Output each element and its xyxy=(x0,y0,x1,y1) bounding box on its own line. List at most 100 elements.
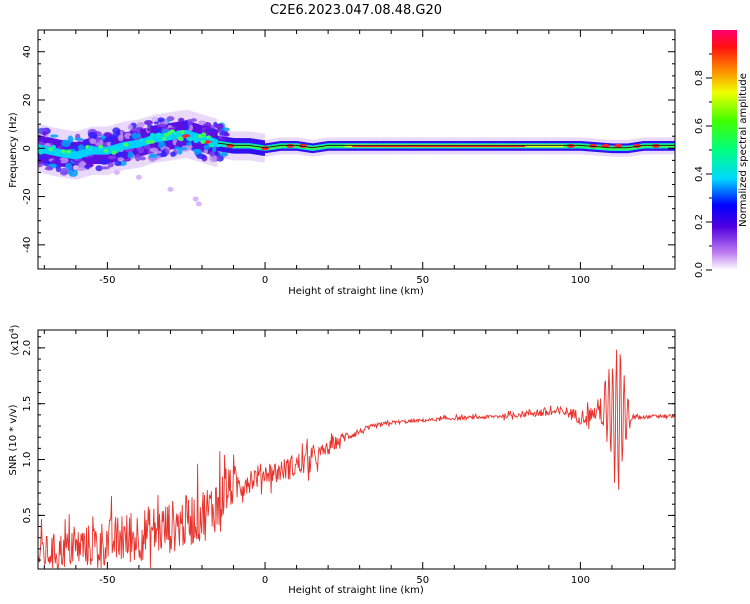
heat-inner xyxy=(640,144,644,148)
heat-trace-line xyxy=(217,142,675,149)
heat-peak xyxy=(372,145,376,148)
heat-peak xyxy=(470,145,474,148)
heat-core xyxy=(139,139,142,147)
heat-blob xyxy=(44,166,54,171)
heat-peak xyxy=(467,145,470,148)
spectrogram-xtick-label-1: 0 xyxy=(262,275,268,286)
heat-peak xyxy=(353,145,357,148)
snr-xtick-label-2: 50 xyxy=(416,575,429,586)
heat-inner xyxy=(278,144,281,148)
heat-peak xyxy=(495,145,499,148)
colorbar-tick-label-4: 0.8 xyxy=(694,70,705,86)
heat-peak xyxy=(440,145,444,148)
heat-peak xyxy=(489,145,493,148)
colorbar-tick-label-0: 0.0 xyxy=(694,262,705,278)
heat-core xyxy=(85,148,89,157)
heat-core-blob xyxy=(139,138,145,143)
heat-core xyxy=(144,137,147,146)
heat-peak xyxy=(513,145,516,148)
heat-core-blob xyxy=(176,130,182,135)
heat-peak xyxy=(371,145,374,148)
spectrogram-panel: -50 0 50 100 40 20 0 -20 -40 Height of straight … xyxy=(8,29,676,297)
heat-core xyxy=(41,145,45,154)
heat-blob xyxy=(49,134,59,138)
heat-core-blob xyxy=(215,143,221,148)
heat-core xyxy=(81,149,84,158)
heat-core xyxy=(182,130,185,139)
heat-core xyxy=(215,139,218,147)
heat-blob xyxy=(183,120,189,126)
heat-blob xyxy=(87,131,97,139)
heat-inner xyxy=(633,145,636,149)
heat-peak xyxy=(418,145,422,148)
heat-blob xyxy=(172,138,178,146)
heat-core xyxy=(183,130,187,138)
heat-blob xyxy=(95,165,103,172)
heat-core xyxy=(172,131,176,140)
heat-peak xyxy=(361,145,365,148)
heat-core xyxy=(118,142,122,151)
heat-peak xyxy=(413,145,417,148)
heat-peak xyxy=(383,145,387,148)
heat-peak xyxy=(469,145,472,148)
heat-peak xyxy=(443,145,447,148)
heat-peak xyxy=(399,145,403,148)
heat-outlier xyxy=(192,196,199,202)
spectrogram-ytick-label-3: -20 xyxy=(22,188,33,204)
heat-core xyxy=(44,146,48,154)
heat-core xyxy=(115,143,119,152)
heat-core xyxy=(52,147,56,156)
heat-core xyxy=(141,138,144,147)
heat-core xyxy=(98,146,101,155)
heat-core xyxy=(43,145,46,154)
heat-peak xyxy=(483,145,486,148)
heat-peak xyxy=(421,145,425,148)
heat-blob xyxy=(144,120,153,126)
heat-blob xyxy=(74,137,84,141)
snr-xlabel: Height of straight line (km) xyxy=(288,585,424,596)
snr-xtick-label-3: 100 xyxy=(571,575,590,586)
heat-blob xyxy=(127,151,134,159)
heat-outlier xyxy=(135,174,142,180)
spectrogram-ytick-label-4: -40 xyxy=(22,237,33,253)
heat-inner xyxy=(317,145,321,149)
heat-peak xyxy=(394,145,398,148)
colorbar-ticks: 0.0 0.2 0.4 0.6 0.8 xyxy=(694,53,712,278)
spectrogram-frame xyxy=(37,29,676,270)
heat-peak xyxy=(480,145,483,148)
heat-core xyxy=(87,147,90,156)
heat-peak xyxy=(491,145,494,148)
heat-inner xyxy=(311,146,314,150)
heat-peak xyxy=(446,145,450,148)
heat-peak xyxy=(445,145,448,148)
heat-core-blob xyxy=(66,149,72,154)
heat-blob xyxy=(148,153,158,158)
heat-peak xyxy=(492,145,496,148)
heat-peak xyxy=(472,145,475,148)
heat-core xyxy=(152,135,155,143)
heat-peak xyxy=(514,145,518,148)
snr-ticks: -50 0 50 100 2.0 1.5 1.0 0.5 xyxy=(22,330,676,586)
heat-inner xyxy=(631,146,634,150)
heat-peak xyxy=(423,145,426,148)
snr-ytick-label-2: 1.0 xyxy=(22,452,33,468)
heat-peak xyxy=(366,145,370,148)
heat-inner xyxy=(629,146,633,150)
heat-peak xyxy=(404,145,407,148)
heat-blob xyxy=(42,131,47,136)
heat-blob xyxy=(39,152,46,160)
heat-peak-dot xyxy=(614,143,623,148)
heat-core-blob xyxy=(199,133,205,138)
heat-blob xyxy=(153,121,159,125)
heat-inner xyxy=(325,144,329,148)
heat-blob xyxy=(100,166,110,170)
heat-core xyxy=(95,146,98,155)
snr-ytick-label-1: 1.5 xyxy=(22,396,33,412)
heat-peak xyxy=(363,145,366,148)
snr-multiplier-base: (x10 xyxy=(10,333,21,356)
heat-core xyxy=(54,148,57,156)
heat-blob xyxy=(157,117,165,123)
snr-panel: -50 0 50 100 2.0 1.5 1.0 0.5 Height of straight… xyxy=(8,324,676,596)
heat-core-blob xyxy=(193,136,199,141)
